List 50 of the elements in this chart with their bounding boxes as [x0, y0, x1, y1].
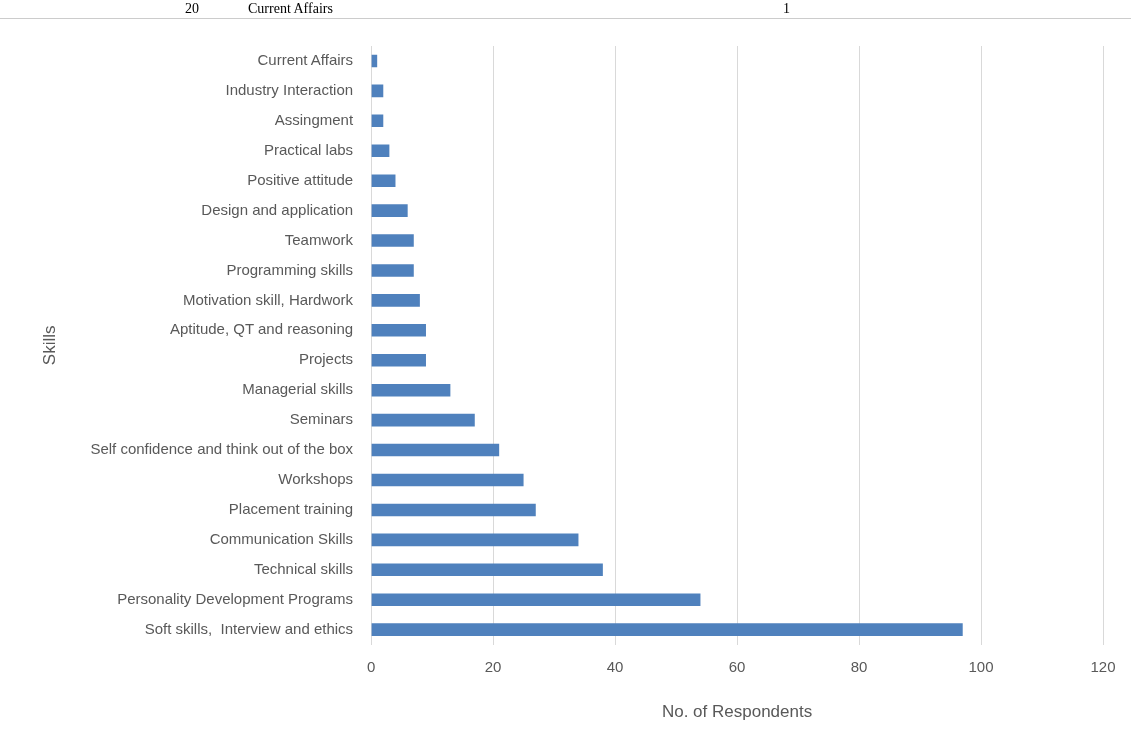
y-tick-label: Design and application [201, 200, 354, 218]
y-tick-label: Positive attitude [247, 170, 354, 188]
y-tick-label: Teamwork [284, 230, 354, 248]
x-tick-label: 120 [1090, 657, 1116, 675]
text: 20 [185, 1, 199, 17]
bar [371, 533, 579, 547]
y-tick-label: Programming skills [226, 260, 354, 278]
bar [371, 264, 414, 277]
bar [371, 383, 451, 397]
bar [371, 473, 524, 487]
bar [371, 174, 396, 187]
bar [371, 593, 701, 606]
y-tick-label: Current Affairs [257, 51, 354, 69]
bar [371, 413, 475, 427]
text: 1 [783, 1, 790, 17]
bar [371, 144, 390, 158]
bar [371, 204, 408, 217]
bar [371, 353, 426, 367]
bar [371, 563, 603, 577]
y-tick-label: Practical labs [263, 140, 354, 158]
y-tick-label: Personality Development Programs [117, 589, 354, 607]
bar [371, 324, 426, 337]
y-tick-label: Managerial skills [242, 380, 354, 398]
y-axis-title: Skills [39, 325, 59, 366]
x-tick-label: 0 [366, 657, 376, 675]
x-tick-label: 20 [484, 657, 502, 675]
bar [371, 294, 420, 307]
y-tick-label: Industry Interaction [225, 81, 354, 99]
x-tick-label: 60 [728, 657, 746, 675]
x-tick-label: 80 [850, 657, 868, 675]
bar [371, 234, 414, 247]
x-tick-label: 40 [606, 657, 624, 675]
y-tick-label: Projects [298, 350, 354, 368]
y-tick-label: Self confidence and think out of the box [90, 440, 354, 458]
bar [371, 443, 500, 457]
y-tick-label: Aptitude, QT and reasoning [169, 320, 354, 338]
y-tick-label: Placement training [228, 500, 354, 518]
x-tick-label: 100 [968, 657, 994, 675]
y-tick-label: Seminars [289, 410, 354, 428]
y-tick-label: Motivation skill, Hardwork [183, 290, 354, 308]
x-axis-title: No. of Respondents [661, 702, 813, 722]
y-tick-label: Assingment [274, 110, 354, 128]
bar [371, 84, 384, 98]
bar [371, 114, 384, 128]
y-tick-label: Technical skills [253, 559, 354, 577]
y-tick-label: Soft skills, Interview and ethics [144, 619, 354, 637]
bar [371, 623, 963, 636]
y-tick-label: Workshops [278, 470, 354, 488]
bar [371, 503, 536, 517]
y-tick-label: Communication Skills [209, 529, 354, 547]
